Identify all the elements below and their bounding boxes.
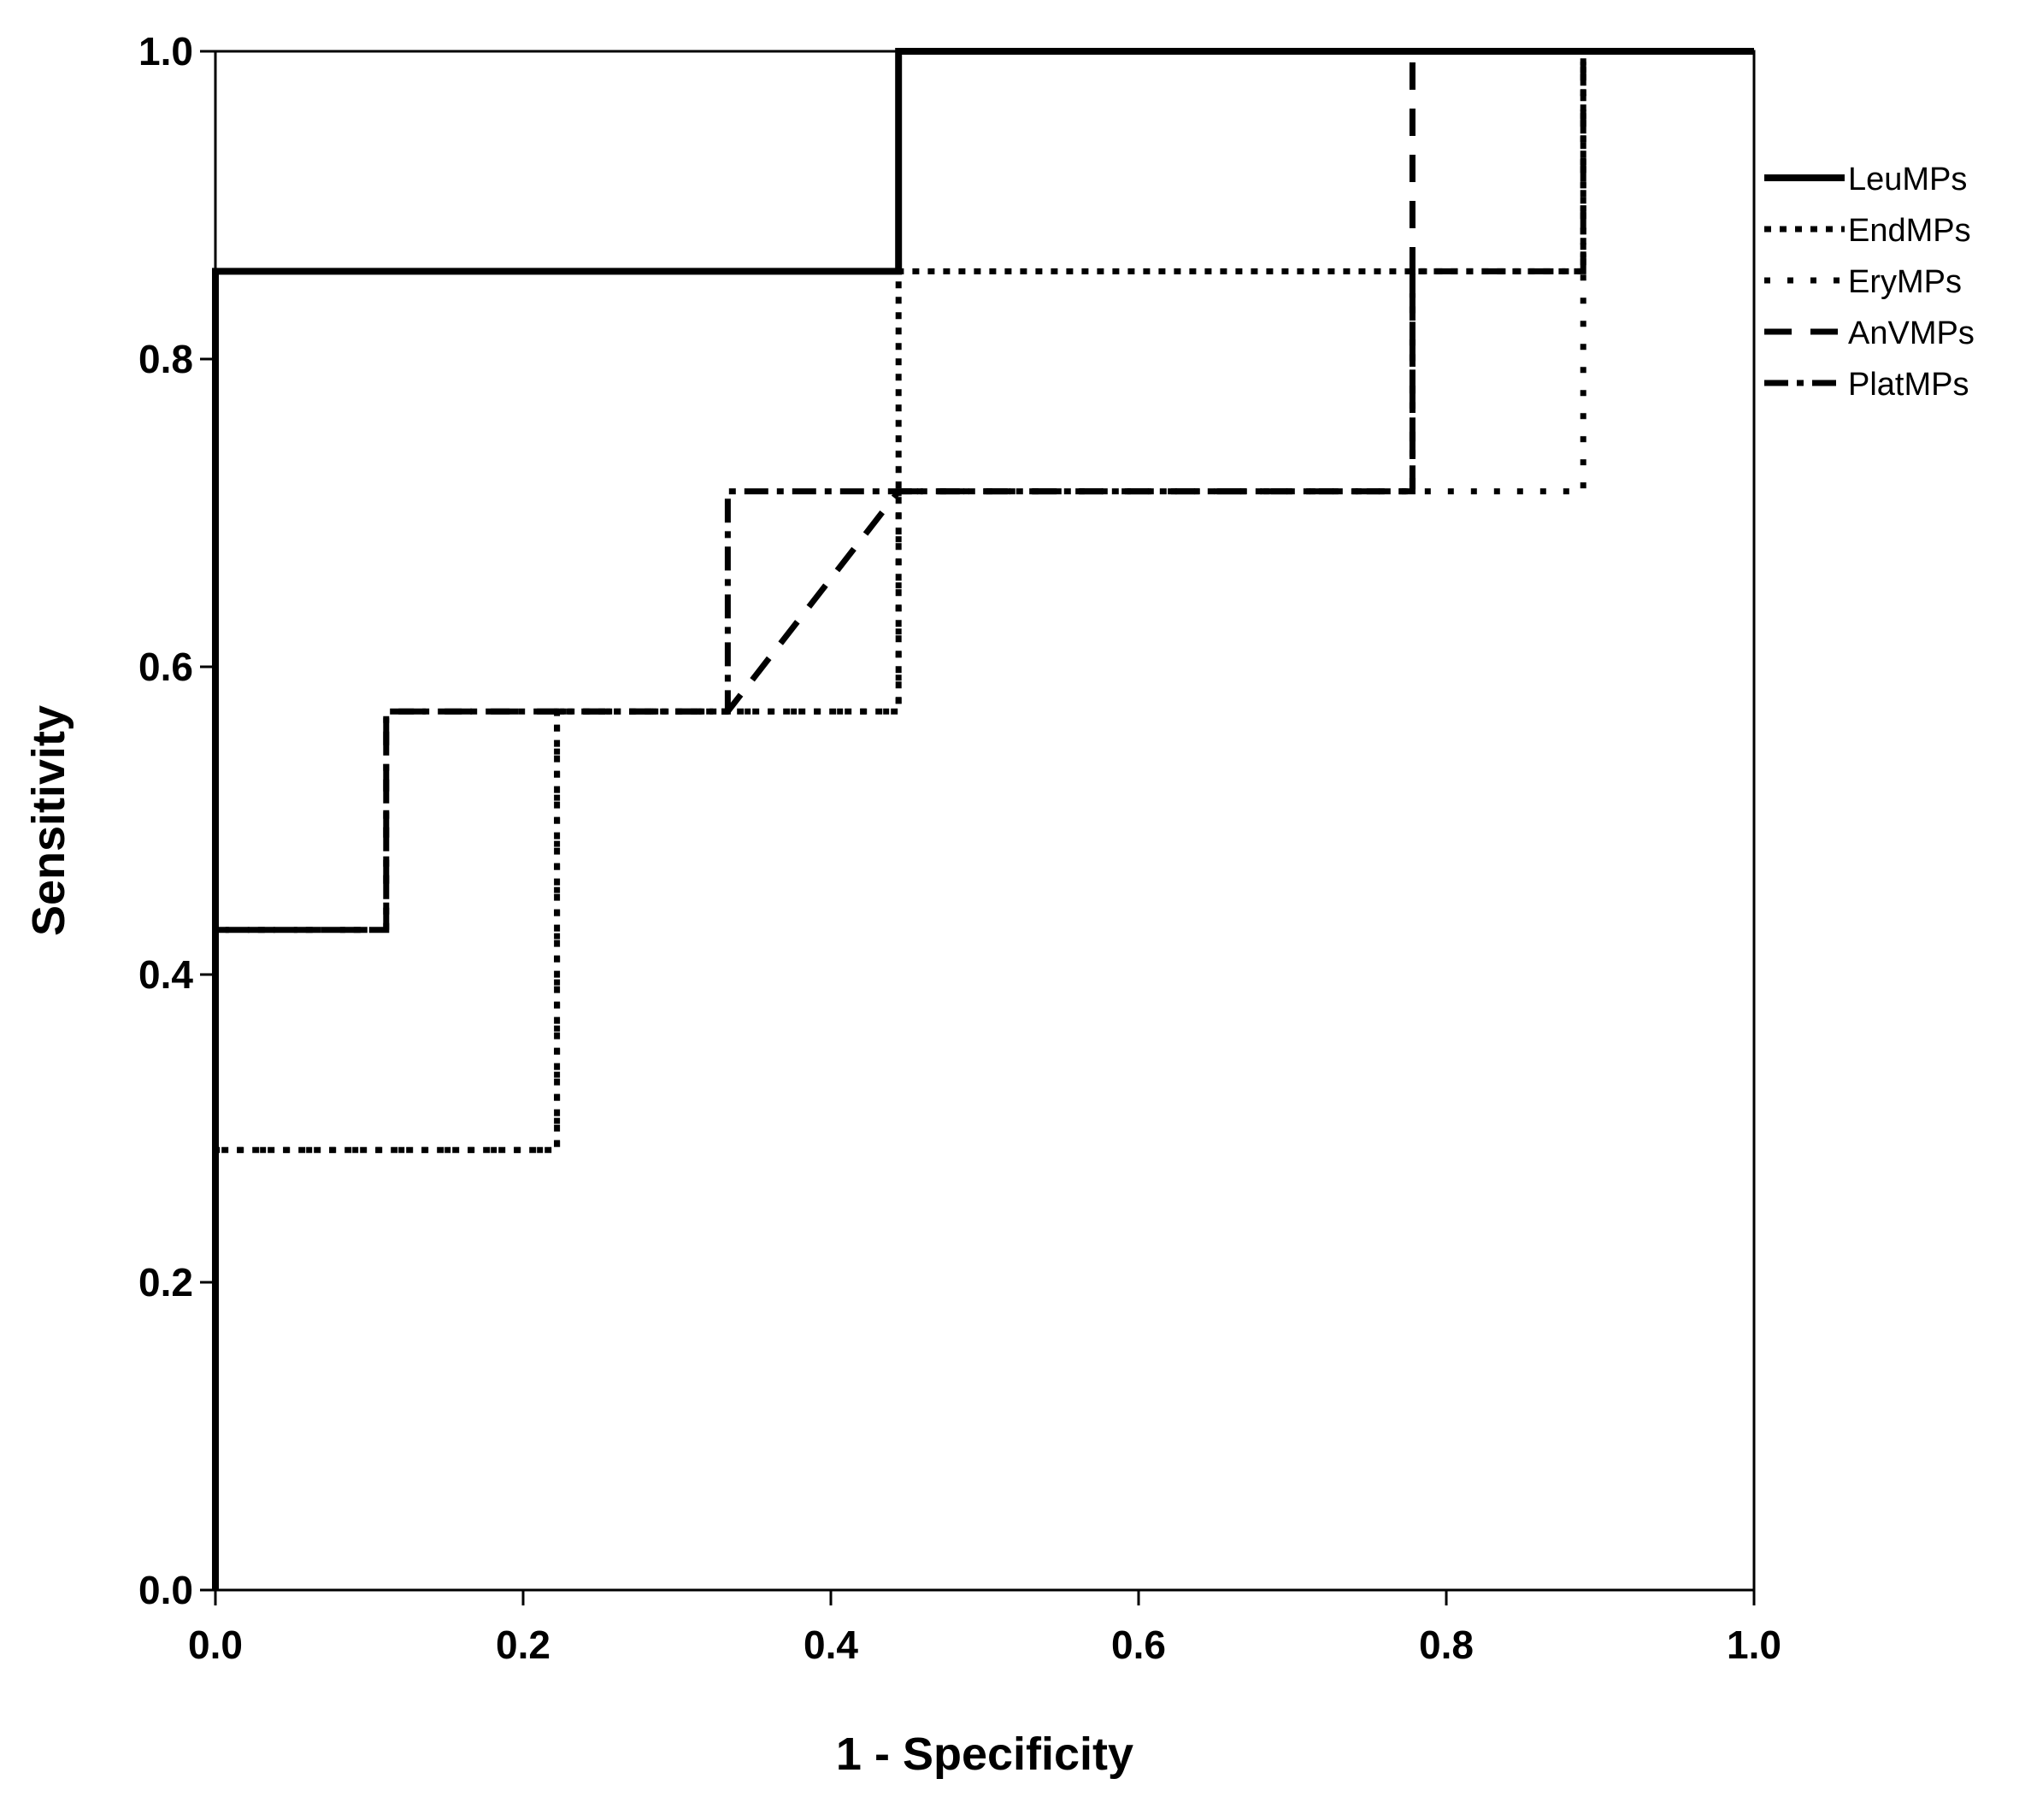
series-layer	[212, 48, 1754, 1590]
plot-frame	[214, 50, 1756, 1592]
legend-label-leumps: LeuMPs	[1848, 162, 1967, 197]
y-tick-label: 0.4	[138, 952, 193, 997]
legend-label-erymps: EryMPs	[1848, 264, 1962, 300]
y-tick-label: 0.2	[138, 1260, 193, 1305]
x-tick-label: 0.6	[1111, 1623, 1166, 1667]
x-tick-label: 0.0	[188, 1623, 243, 1667]
x-axis-ticks: 0.0 0.2 0.4 0.6 0.8 1.0	[188, 1590, 1781, 1667]
legend-label-endmps: EndMPs	[1848, 213, 1971, 249]
y-tick-label: 0.8	[138, 337, 193, 381]
series-line-erymps	[212, 48, 1754, 1590]
x-tick-label: 0.8	[1419, 1623, 1474, 1667]
legend-label-anvmps: AnVMPs	[1848, 315, 1975, 351]
y-axis-title: Sensitivity	[23, 705, 74, 936]
legend-label-platmps: PlatMPs	[1848, 367, 1969, 403]
x-axis-title: 1 - Specificity	[836, 1729, 1133, 1780]
series-line-platmps	[212, 48, 1754, 1590]
series-line-leumps	[212, 48, 1754, 1590]
legend: LeuMPs EndMPs EryMPs AnVMPs PlatMPs	[1764, 162, 1975, 403]
y-tick-label: 1.0	[138, 29, 193, 74]
x-tick-label: 0.4	[804, 1623, 858, 1667]
x-tick-label: 0.2	[496, 1623, 550, 1667]
series-line-anvmps	[212, 48, 1754, 1590]
y-axis-ticks: 0.0 0.2 0.4 0.6 0.8 1.0	[138, 29, 215, 1612]
y-tick-label: 0.0	[138, 1568, 193, 1612]
x-tick-label: 1.0	[1727, 1623, 1781, 1667]
y-tick-label: 0.6	[138, 645, 193, 689]
series-line-endmps	[212, 48, 1754, 1590]
